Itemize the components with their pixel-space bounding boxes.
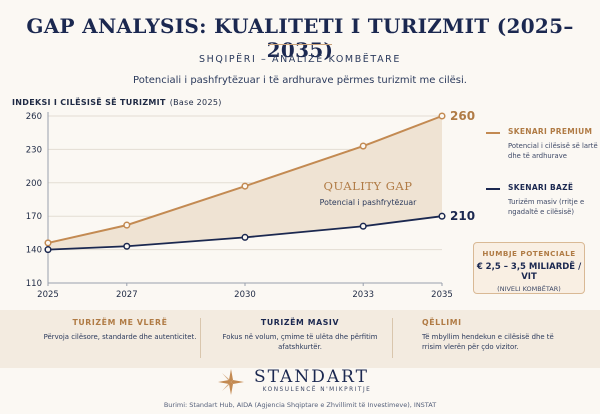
gap-annotation-subtitle: Potencial i pashfrytëzuar xyxy=(320,198,417,207)
column-goal: QËLLIMI Të mbyllim hendekun e cilësisë d… xyxy=(400,318,580,352)
potential-loss-box: HUMBJE POTENCIALE € 2,5 – 3,5 MILIARDË /… xyxy=(473,242,585,294)
column-value-tourism-text: Përvoja cilësore, standarde dhe autentic… xyxy=(43,333,197,341)
column-mass-tourism: TURIZËM MASIV Fokus në volum, çmime të u… xyxy=(210,318,390,352)
x-tick-label: 2027 xyxy=(116,290,138,300)
chart-title-text: INDEKSI I CILËSISË SË TURIZMIT xyxy=(12,98,166,107)
brand-subtitle: KONSULENCË N'MIKPRITJE xyxy=(262,387,372,393)
page-title: GAP ANALYSIS: KUALITETI I TURIZMIT (2025… xyxy=(26,14,574,62)
y-tick-label: 230 xyxy=(26,145,42,155)
column-goal-text: Të mbyllim hendekun e cilësisë dhe të rr… xyxy=(422,333,554,351)
legend-premium-swatch xyxy=(486,132,500,134)
x-tick-label: 2025 xyxy=(37,290,59,300)
series-point xyxy=(241,233,249,241)
chart-title-base-note: (Base 2025) xyxy=(169,98,222,107)
legend-base-swatch xyxy=(486,188,500,190)
series-point xyxy=(438,212,446,220)
series-point xyxy=(438,112,446,120)
series-point xyxy=(44,239,52,247)
compass-star-icon xyxy=(218,369,244,395)
label-layer: 260 210 QUALITY GAP Potencial i pashfrytëzu… xyxy=(320,109,475,223)
series-layer xyxy=(44,112,446,254)
legend-premium-desc: Potencial i cilësisë së lartë dhe të ard… xyxy=(508,142,598,160)
quality-gap-area xyxy=(48,116,442,250)
column-value-tourism: TURIZËM ME VLERË Përvoja cilësore, stand… xyxy=(30,318,210,342)
y-tick-label: 260 xyxy=(26,112,42,122)
page-tagline: Potenciali i pashfrytëzuar i të ardhurav… xyxy=(133,75,467,86)
y-tick-label: 110 xyxy=(26,279,42,289)
x-tick-label: 2030 xyxy=(234,290,256,300)
column-mass-tourism-title: TURIZËM MASIV xyxy=(260,318,340,327)
x-tick-label: 2035 xyxy=(431,290,453,300)
series-point xyxy=(123,242,131,250)
y-tick-label: 200 xyxy=(26,179,42,189)
series-end-label: 210 xyxy=(450,209,475,223)
y-tick-label: 170 xyxy=(26,212,42,222)
column-divider xyxy=(200,318,201,358)
brand-name: STANDART xyxy=(254,367,369,387)
x-tick-label: 2033 xyxy=(352,290,374,300)
legend-base-name: SKENARI BAZË xyxy=(508,183,574,192)
legend-premium-name: SKENARI PREMIUM xyxy=(508,127,593,136)
series-point xyxy=(241,182,249,190)
source-note: Burimi: Standart Hub, AIDA (Agjencia Shq… xyxy=(163,401,437,409)
series-point xyxy=(123,221,131,229)
column-goal-title: QËLLIMI xyxy=(422,318,462,327)
legend-base-desc: Turizëm masiv (rritje e ngadaltë e cilës… xyxy=(508,198,585,216)
column-divider xyxy=(392,318,393,358)
loss-title: HUMBJE POTENCIALE xyxy=(482,249,576,258)
chart-title: INDEKSI I CILËSISË SË TURIZMIT (Base 2025… xyxy=(12,98,222,107)
loss-value: € 2,5 – 3,5 MILIARDË / VIT xyxy=(476,262,582,282)
axis-layer: 110 140 170 200 230 260 2025 2027 2030 2033 2035 xyxy=(26,112,453,300)
gap-annotation-title: QUALITY GAP xyxy=(324,179,413,193)
series-point xyxy=(359,142,367,150)
loss-note: (NIVELI KOMBËTAR) xyxy=(497,285,561,293)
y-tick-label: 140 xyxy=(26,246,42,256)
bottom-band xyxy=(0,310,600,368)
page-subtitle: SHQIPËRI – ANALIZË KOMBËTARE xyxy=(199,54,401,65)
title-divider xyxy=(268,44,332,45)
series-end-label: 260 xyxy=(450,109,475,123)
column-value-tourism-title: TURIZËM ME VLERË xyxy=(72,318,168,327)
series-point xyxy=(359,222,367,230)
series-point xyxy=(44,246,52,254)
gap-area-layer xyxy=(48,116,442,250)
column-mass-tourism-text: Fokus në volum, çmime të ulëta dhe përfi… xyxy=(222,333,378,351)
